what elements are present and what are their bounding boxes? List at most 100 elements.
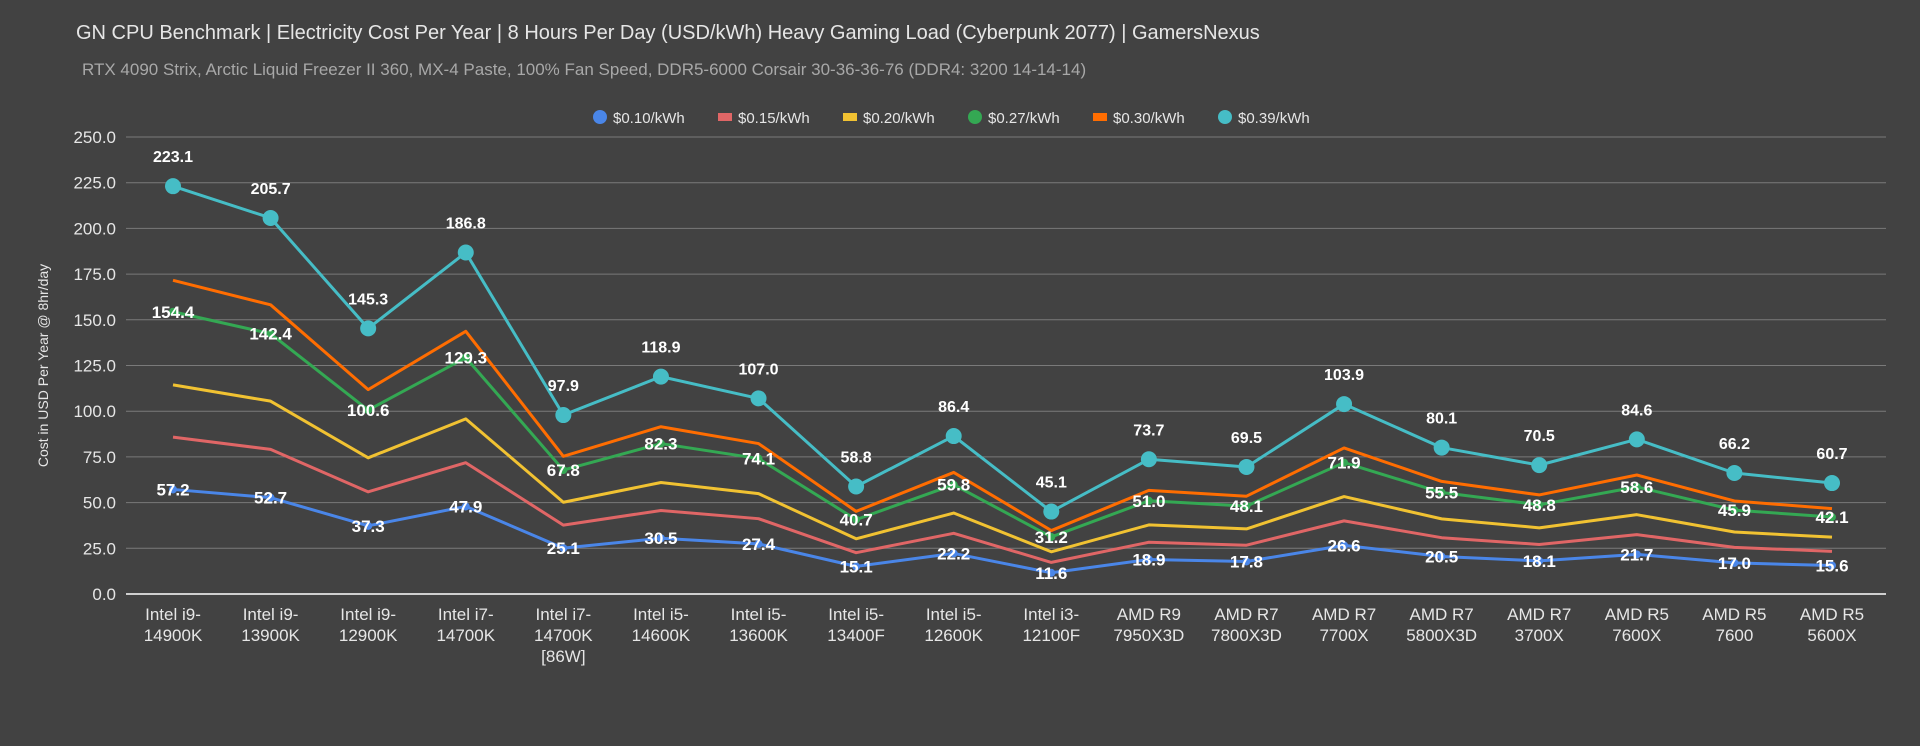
data-point [1336,396,1353,413]
data-point [461,502,470,511]
data-label: 22.2 [937,544,970,563]
data-point [1437,552,1446,561]
data-label: 45.9 [1718,501,1751,520]
data-label: 11.6 [1035,564,1067,583]
x-tick-label: 5800X3D [1406,626,1477,645]
x-tick-label: 14600K [632,626,691,645]
data-point [1340,458,1349,467]
legend-marker [1218,110,1232,124]
legend-marker [968,110,982,124]
data-point [559,466,568,475]
x-tick-label: 14700K [436,626,495,645]
data-label: 21.7 [1620,545,1653,564]
data-label: 129.3 [444,349,487,368]
data-point [165,178,181,195]
x-tick-label: Intel i9- [145,605,201,624]
data-point [754,454,763,463]
y-tick-label: 250.0 [73,128,116,147]
data-point [852,515,861,524]
y-tick-label: 125.0 [73,357,116,376]
x-tick-label: Intel i3- [1023,605,1079,624]
data-label: 223.1 [153,149,193,166]
data-point [1824,475,1840,492]
data-point [266,493,275,502]
data-label: 107.0 [739,361,779,378]
data-point [1828,513,1836,522]
data-point [1632,482,1641,491]
data-label: 118.9 [641,340,680,357]
x-tick-label: 14900K [144,626,203,645]
data-point [1340,541,1349,550]
x-tick-label: AMD R9 [1117,605,1181,624]
data-label: 70.5 [1524,428,1555,445]
data-label: 31.2 [1035,528,1068,547]
data-point [1238,458,1255,475]
data-point [1730,558,1739,567]
legend-marker [718,113,732,121]
data-point [1730,506,1739,515]
y-tick-label: 175.0 [73,265,116,284]
y-tick-label: 200.0 [73,219,116,238]
data-point [754,539,763,548]
x-tick-label: Intel i7- [438,605,494,624]
data-label: 18.9 [1132,550,1165,569]
data-point [1531,457,1548,474]
data-label: 42.1 [1815,508,1848,527]
x-tick-label: 5600X [1807,626,1856,645]
x-tick-label: AMD R7 [1410,605,1474,624]
y-tick-label: 225.0 [73,174,116,193]
legend-label: $0.20/kWh [863,110,935,127]
data-label: 154.4 [152,303,195,322]
data-label: 205.7 [251,181,291,198]
data-point [1726,464,1743,481]
x-tick-label: AMD R7 [1312,605,1376,624]
data-point [656,439,665,448]
data-point [1144,555,1153,564]
data-label: 27.4 [742,535,776,554]
y-tick-label: 150.0 [73,311,116,330]
chart-subtitle: RTX 4090 Strix, Arctic Liquid Freezer II… [82,60,1087,79]
data-label: 58.8 [841,450,872,467]
x-tick-label: 7800X3D [1211,626,1282,645]
data-point [1535,556,1544,565]
data-label: 17.0 [1718,554,1751,573]
legend-marker [843,113,857,121]
data-point [262,209,279,226]
x-tick-label: 7700X [1319,626,1368,645]
legend-label: $0.27/kWh [988,110,1060,127]
data-point [360,320,377,337]
data-label: 97.9 [548,378,579,395]
data-point [1043,503,1060,520]
x-tick-label: 3700X [1515,626,1564,645]
data-point [1437,488,1446,497]
legend-marker [1093,113,1107,121]
data-label: 84.6 [1621,402,1652,419]
data-point [457,244,474,261]
data-point [1047,568,1056,577]
data-point [1242,557,1251,566]
data-label: 47.9 [449,497,482,516]
x-tick-label: Intel i5- [731,605,787,624]
data-point [364,406,373,415]
data-label: 69.5 [1231,430,1262,447]
x-tick-label: 7600X [1612,626,1661,645]
data-label: 55.5 [1425,484,1458,503]
data-label: 30.5 [644,529,677,548]
data-point [949,549,958,558]
legend-label: $0.15/kWh [738,110,810,127]
data-point [169,485,177,494]
data-label: 40.7 [840,511,873,530]
data-point [559,544,568,553]
x-tick-label: Intel i7- [535,605,591,624]
series-line [172,435,1833,564]
x-tick-label: [86W] [541,647,585,666]
data-point [1828,561,1836,570]
data-point [652,368,669,385]
data-label: 86.4 [938,399,969,416]
data-point [656,534,665,543]
x-tick-label: AMD R5 [1605,605,1669,624]
data-label: 60.7 [1816,446,1847,463]
data-label: 18.1 [1523,552,1556,571]
data-point [1242,502,1251,511]
